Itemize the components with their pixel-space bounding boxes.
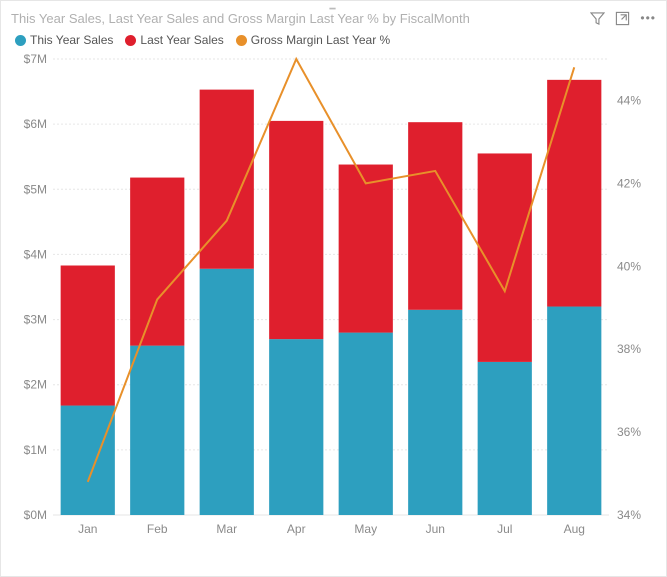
bar-last-year[interactable] <box>130 178 184 346</box>
x-tick-label: Apr <box>287 522 306 536</box>
chart-title: This Year Sales, Last Year Sales and Gro… <box>11 11 590 26</box>
y2-tick-label: 42% <box>617 176 641 190</box>
x-tick-label: Jan <box>78 522 97 536</box>
header-icons: ••• <box>590 11 656 26</box>
y2-tick-label: 44% <box>617 93 641 107</box>
more-options-icon[interactable]: ••• <box>640 11 656 25</box>
x-tick-label: May <box>354 522 377 536</box>
bar-this-year[interactable] <box>269 339 323 515</box>
legend-swatch-margin <box>236 35 247 46</box>
bar-this-year[interactable] <box>408 310 462 515</box>
bar-this-year[interactable] <box>478 362 532 515</box>
focus-mode-icon[interactable] <box>615 11 630 26</box>
drag-handle-icon[interactable]: ━ <box>329 4 337 15</box>
bar-this-year[interactable] <box>61 406 115 515</box>
legend: This Year Sales Last Year Sales Gross Ma… <box>1 31 666 53</box>
y1-tick-label: $5M <box>24 182 47 196</box>
visual-container: ━ This Year Sales, Last Year Sales and G… <box>0 0 667 577</box>
bar-last-year[interactable] <box>269 121 323 339</box>
legend-item-this-year[interactable]: This Year Sales <box>15 33 113 47</box>
combo-chart: $0M $1M $2M $3M $4M $5M $6M $7M 34% 36% 38% 40% 42% 4… <box>9 53 655 555</box>
bar-this-year[interactable] <box>200 269 254 515</box>
y2-tick-label: 34% <box>617 508 641 522</box>
bar-last-year[interactable] <box>408 122 462 310</box>
bar-last-year[interactable] <box>61 266 115 406</box>
x-tick-label: Feb <box>147 522 168 536</box>
x-tick-label: Jun <box>426 522 445 536</box>
x-tick-label: Aug <box>564 522 585 536</box>
y2-tick-label: 36% <box>617 425 641 439</box>
legend-label-margin: Gross Margin Last Year % <box>251 33 390 47</box>
y1-tick-label: $2M <box>24 378 47 392</box>
filter-icon[interactable] <box>590 11 605 26</box>
bar-last-year[interactable] <box>339 165 393 333</box>
x-tick-label: Mar <box>216 522 237 536</box>
y1-tick-label: $0M <box>24 508 47 522</box>
bar-this-year[interactable] <box>339 333 393 515</box>
bar-last-year[interactable] <box>547 80 601 307</box>
chart-area: $0M $1M $2M $3M $4M $5M $6M $7M 34% 36% 38% 40% 42% 4… <box>9 53 658 555</box>
y1-tick-label: $1M <box>24 443 47 457</box>
x-tick-label: Jul <box>497 522 512 536</box>
y1-tick-label: $7M <box>24 53 47 66</box>
y1-tick-label: $4M <box>24 247 47 261</box>
legend-item-margin[interactable]: Gross Margin Last Year % <box>236 33 390 47</box>
y1-tick-label: $6M <box>24 117 47 131</box>
y2-tick-label: 40% <box>617 259 641 273</box>
legend-swatch-last-year <box>125 35 136 46</box>
legend-label-last-year: Last Year Sales <box>140 33 223 47</box>
bar-this-year[interactable] <box>547 307 601 515</box>
legend-label-this-year: This Year Sales <box>30 33 113 47</box>
y1-tick-label: $3M <box>24 313 47 327</box>
legend-item-last-year[interactable]: Last Year Sales <box>125 33 223 47</box>
bar-this-year[interactable] <box>130 346 184 515</box>
y2-tick-label: 38% <box>617 342 641 356</box>
legend-swatch-this-year <box>15 35 26 46</box>
